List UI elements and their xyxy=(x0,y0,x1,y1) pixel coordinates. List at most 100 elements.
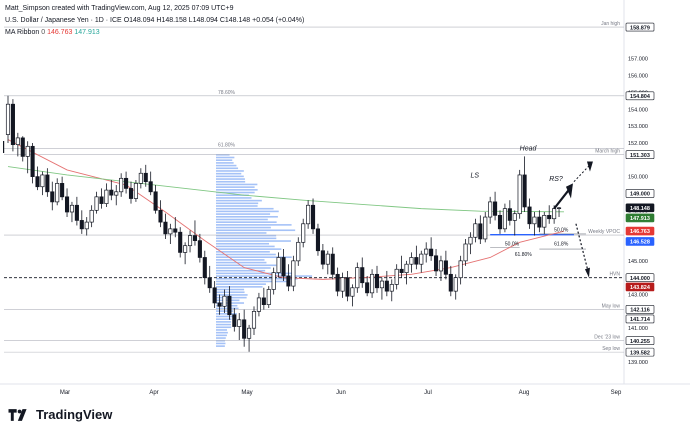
candle xyxy=(458,255,463,285)
candle-up xyxy=(502,208,507,230)
volume-profile-bar xyxy=(216,218,268,221)
price-axis-tick: 139.000 xyxy=(628,360,648,366)
candle xyxy=(261,287,266,310)
price-badge-box xyxy=(625,22,655,32)
price-badge-box xyxy=(625,226,655,236)
volume-profile-bar xyxy=(216,159,233,161)
candle xyxy=(345,270,350,302)
candle-up xyxy=(69,204,75,213)
price-badge-box xyxy=(625,91,655,101)
volume-profile-bar xyxy=(216,224,292,226)
candle-down xyxy=(30,145,35,177)
candle-down xyxy=(10,103,15,145)
candle xyxy=(89,205,94,228)
candle-up xyxy=(517,174,522,215)
candle xyxy=(45,168,50,197)
candle xyxy=(404,260,409,285)
candle xyxy=(497,210,503,234)
price-badge-box xyxy=(625,305,655,314)
arrow-up-head xyxy=(565,183,573,199)
candle xyxy=(232,308,237,332)
ma-legend[interactable]: MA Ribbon 0 146.763 147.913 xyxy=(5,29,100,36)
candle-down xyxy=(45,174,50,193)
volume-profile-bar xyxy=(216,342,226,345)
candle xyxy=(325,250,330,275)
candle-down xyxy=(429,248,434,257)
candle-up xyxy=(276,257,281,273)
volume-profile-bar xyxy=(216,329,228,331)
volume-profile-bar xyxy=(216,199,262,202)
candle-up xyxy=(389,284,394,292)
price-badge-value: 142.116 xyxy=(630,308,650,314)
candle xyxy=(143,164,148,187)
candle-up xyxy=(84,221,89,230)
candle xyxy=(222,289,227,314)
candle xyxy=(64,188,70,218)
candle-down xyxy=(143,172,148,183)
candle-down xyxy=(374,273,380,289)
candle xyxy=(25,141,30,174)
candle xyxy=(433,249,439,276)
crosshair-cursor-icon xyxy=(2,140,6,153)
candle-up xyxy=(94,196,99,211)
candle-up xyxy=(404,263,409,273)
volume-profile-bar xyxy=(216,307,239,310)
candle xyxy=(453,274,458,300)
candle xyxy=(128,181,134,204)
candle xyxy=(315,223,321,256)
price-badge: 151.303 xyxy=(625,150,655,160)
candle xyxy=(212,281,217,308)
price-badge: 154.804 xyxy=(625,91,655,101)
candle xyxy=(547,205,552,224)
candle xyxy=(94,191,99,214)
volume-profile-bar xyxy=(216,178,245,180)
candle-down xyxy=(148,181,153,193)
candle xyxy=(55,178,60,206)
candle-up xyxy=(409,257,414,265)
price-badge-value: 158.879 xyxy=(630,25,650,31)
price-badge-box xyxy=(625,189,655,198)
price-badge-box xyxy=(625,347,655,357)
candle xyxy=(409,252,414,273)
candle-down xyxy=(507,208,512,221)
arrow-down-head xyxy=(584,267,590,278)
candle xyxy=(242,309,247,347)
price-badge: 147.913 xyxy=(625,213,655,223)
volume-profile-bar xyxy=(216,256,292,259)
candle xyxy=(124,171,129,194)
candle-down xyxy=(365,282,370,294)
volume-profile-bar xyxy=(216,345,225,347)
candle-down xyxy=(345,277,350,297)
candle xyxy=(192,220,198,246)
volume-profile-bar xyxy=(216,245,275,248)
candle xyxy=(532,212,537,236)
candle xyxy=(291,255,296,292)
candle xyxy=(84,217,89,236)
candle-down xyxy=(478,223,483,240)
level-label: Weekly VPOC xyxy=(588,229,620,235)
price-badge-value: 141.714 xyxy=(630,317,651,323)
candle-down xyxy=(448,273,453,292)
tradingview-logo-icon xyxy=(8,408,27,421)
volume-profile-bar xyxy=(216,232,267,234)
candle-up xyxy=(453,277,458,292)
candle xyxy=(148,171,153,196)
volume-profile-bar xyxy=(216,175,244,178)
candle xyxy=(296,237,301,266)
tradingview-brand[interactable]: TradingView xyxy=(8,407,112,422)
candle-up xyxy=(5,103,11,135)
candle xyxy=(370,269,375,298)
volume-profile-bar xyxy=(216,242,270,245)
candle xyxy=(178,227,183,258)
candle xyxy=(399,255,404,278)
candle xyxy=(384,270,389,297)
candle xyxy=(537,210,542,233)
candle-down xyxy=(493,201,498,216)
candle xyxy=(355,262,360,293)
candle xyxy=(168,223,173,244)
levels: Jan high 78.60% 61.80% March high Weekly VPO… xyxy=(4,21,624,353)
candle-down xyxy=(497,215,503,230)
volume-profile-bar xyxy=(216,283,266,285)
candle-down xyxy=(74,204,79,221)
